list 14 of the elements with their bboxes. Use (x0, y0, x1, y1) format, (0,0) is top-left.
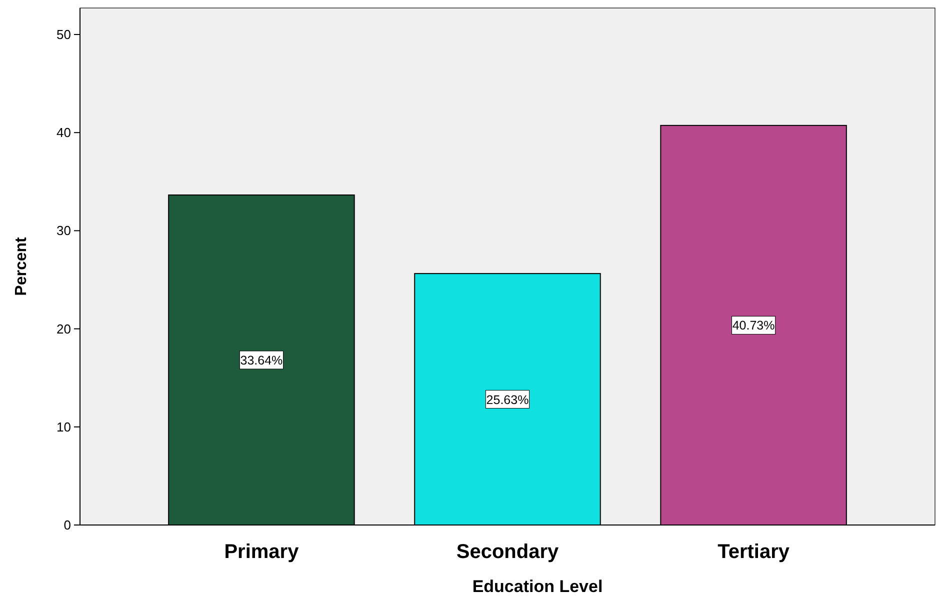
y-tick-label: 10 (56, 419, 71, 434)
x-axis-title: Education Level (472, 577, 603, 596)
x-tick-label: Secondary (456, 541, 560, 563)
data-label: 25.63% (486, 392, 529, 407)
y-tick-label: 0 (64, 518, 71, 532)
data-label: 40.73% (732, 318, 775, 333)
y-axis-title: Percent (13, 236, 30, 296)
y-tick-label: 50 (56, 26, 71, 42)
y-tick-label: 40 (56, 125, 71, 140)
y-tick-label: 20 (56, 321, 71, 336)
x-tick-label: Primary (224, 541, 300, 563)
data-label: 33.64% (240, 353, 283, 368)
x-tick-label: Tertiary (718, 541, 790, 563)
y-tick-label: 30 (56, 223, 71, 238)
